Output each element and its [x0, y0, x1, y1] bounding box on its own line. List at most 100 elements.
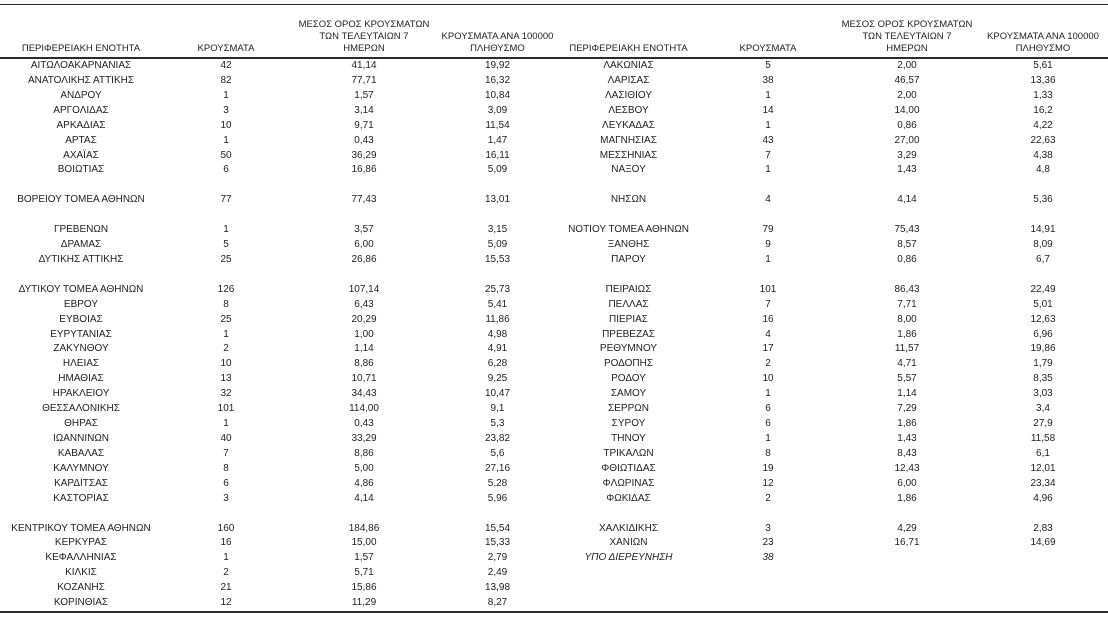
per100k-cell: 27,9: [1033, 418, 1053, 430]
per100k-cell: 13,01: [484, 194, 511, 206]
per100k-cell: [438, 507, 557, 522]
cases-cell: 10: [220, 358, 232, 370]
region-cell: [557, 208, 700, 223]
avg7-cell: 15,86: [351, 582, 377, 594]
table-row: ΣΥΡΟΥ 6 1,86 27,9: [557, 417, 1108, 432]
table-row: ΛΕΣΒΟΥ 14 14,00 16,2: [557, 104, 1108, 119]
spacer-row: [557, 581, 1108, 596]
region-cell: ΛΑΚΩΝΙΑΣ: [603, 60, 654, 71]
region-cell: ΕΥΒΟΙΑΣ: [59, 313, 103, 325]
table-row: ΑΡΤΑΣ 1 0,43 1,47: [0, 134, 557, 149]
table-row: ΗΜΑΘΙΑΣ 13 10,71 9,25: [0, 372, 557, 387]
per100k-cell: 4,22: [1033, 119, 1053, 131]
region-cell: ΤΗΝΟΥ: [611, 433, 646, 444]
per100k-cell: 22,49: [1030, 283, 1056, 295]
cases-cell: 10: [762, 373, 774, 385]
avg7-cell: 5,00: [354, 462, 374, 474]
table-row: ΠΕΛΛΑΣ 7 7,71 5,01: [557, 298, 1108, 313]
region-cell: ΜΑΓΝΗΣΙΑΣ: [600, 134, 657, 146]
per100k-cell: 5,61: [1033, 60, 1053, 71]
per100k-cell: 3,03: [1033, 388, 1053, 400]
table-row: ΑΡΚΑΔΙΑΣ 10 9,71 11,54: [0, 119, 557, 134]
cases-cell: 2: [223, 343, 229, 355]
region-cell: ΗΡΑΚΛΕΙΟΥ: [52, 388, 110, 400]
region-cell: ΚΟΡΙΝΘΙΑΣ: [53, 597, 109, 609]
spacer-row: [557, 596, 1108, 612]
region-cell: ΖΑΚΥΝΘΟΥ: [53, 343, 109, 355]
col-header-region: ΠΕΡΙΦΕΡΕΙΑΚΗ ΕΝΟΤΗΤΑ: [0, 5, 162, 59]
region-cell: ΠΕΛΛΑΣ: [608, 298, 649, 310]
col-header-cases-label: ΚΡΟΥΣΜΑΤΑ: [739, 43, 797, 54]
spacer-row: [557, 507, 1108, 522]
region-cell: ΛΕΣΒΟΥ: [608, 104, 649, 116]
cases-cell: 6: [223, 164, 229, 176]
per100k-cell: 4,91: [487, 343, 508, 355]
cases-cell: [700, 268, 836, 283]
avg7-cell: 3,29: [897, 149, 917, 161]
cases-cell: 1: [765, 388, 771, 400]
cases-cell: 1: [223, 418, 229, 430]
per100k-cell: 9,1: [490, 403, 505, 415]
region-cell: ΝΗΣΩΝ: [610, 194, 647, 206]
per100k-cell: 10,47: [484, 388, 511, 400]
avg7-cell: 5,57: [897, 373, 917, 385]
cases-cell: [700, 178, 836, 193]
avg7-cell: [836, 178, 978, 193]
avg7-cell: 0,43: [354, 418, 374, 430]
avg7-cell: 27,00: [894, 134, 920, 146]
cases-cell: 79: [762, 224, 774, 236]
cases-cell: 8: [223, 462, 229, 474]
cases-cell: 12: [220, 597, 232, 609]
per100k-cell: 5,28: [487, 477, 508, 489]
cases-cell: [162, 178, 290, 193]
per100k-cell: 9,25: [487, 373, 508, 385]
avg7-cell: 10,71: [351, 373, 377, 385]
region-cell: ΞΑΝΘΗΣ: [607, 239, 650, 251]
per100k-cell: 3,4: [1036, 403, 1050, 415]
region-cell: ΚΑΛΥΜΝΟΥ: [53, 462, 109, 474]
region-cell: ΧΑΛΚΙΔΙΚΗΣ: [599, 522, 658, 534]
region-cell: [557, 581, 700, 596]
region-cell: ΕΒΡΟΥ: [63, 298, 99, 310]
cases-cell: 1: [765, 253, 771, 265]
table-row: ΛΑΣΙΘΙΟΥ 1 2,00 1,33: [557, 89, 1108, 104]
cases-cell: [700, 581, 836, 596]
table-row: ΧΑΛΚΙΔΙΚΗΣ 3 4,29 2,83: [557, 522, 1108, 537]
avg7-cell: [290, 507, 438, 522]
region-cell: ΕΥΡΥΤΑΝΙΑΣ: [50, 328, 112, 340]
per100k-cell: 14,91: [1030, 224, 1056, 236]
avg7-cell: 8,00: [897, 313, 917, 325]
avg7-cell: 8,86: [354, 447, 374, 459]
avg7-cell: 7,29: [897, 403, 917, 415]
region-cell: ΚΙΛΚΙΣ: [65, 567, 97, 579]
region-cell: ΘΗΡΑΣ: [64, 418, 98, 430]
table-row: ΕΥΒΟΙΑΣ 25 20,29 11,86: [0, 313, 557, 328]
table-row: ΕΒΡΟΥ 8 6,43 5,41: [0, 298, 557, 313]
table-row: ΚΑΡΔΙΤΣΑΣ 6 4,86 5,28: [0, 477, 557, 492]
avg7-cell: 0,86: [897, 253, 917, 265]
cases-cell: 21: [220, 582, 232, 594]
per100k-cell: 23,34: [1030, 477, 1056, 489]
per100k-cell: 4,98: [487, 328, 508, 340]
table-row: ΚΑΣΤΟΡΙΑΣ 3 4,14 5,96: [0, 492, 557, 507]
avg7-cell: 1,43: [897, 433, 917, 444]
region-cell: [0, 507, 162, 522]
table-row: ΔΡΑΜΑΣ 5 6,00 5,09: [0, 238, 557, 253]
table-row: ΠΡΕΒΕΖΑΣ 4 1,86 6,96: [557, 328, 1108, 343]
cases-cell: 3: [223, 104, 229, 116]
region-cell: ΚΑΡΔΙΤΣΑΣ: [54, 477, 108, 489]
per100k-cell: [978, 551, 1108, 566]
table-row: ΒΟΡΕΙΟΥ ΤΟΜΕΑ ΑΘΗΝΩΝ 77 77,43 13,01: [0, 193, 557, 208]
cases-cell: 19: [762, 462, 774, 474]
table-row: ΕΥΡΥΤΑΝΙΑΣ 1 1,00 4,98: [0, 328, 557, 343]
table-row: ΜΕΣΣΗΝΙΑΣ 7 3,29 4,38: [557, 149, 1108, 164]
per100k-cell: 2,83: [1033, 522, 1053, 534]
avg7-cell: 16,71: [894, 537, 920, 549]
table-row: ΚΕΝΤΡΙΚΟΥ ΤΟΜΕΑ ΑΘΗΝΩΝ 160 184,86 15,54: [0, 522, 557, 537]
per100k-cell: [978, 596, 1108, 612]
cases-cell: [700, 507, 836, 522]
per100k-cell: 4,8: [1036, 164, 1050, 176]
per100k-cell: 5,01: [1033, 298, 1053, 310]
region-cell: ΧΑΝΙΩΝ: [609, 537, 648, 549]
table-row: ΚΟΡΙΝΘΙΑΣ 12 11,29 8,27: [0, 596, 557, 612]
